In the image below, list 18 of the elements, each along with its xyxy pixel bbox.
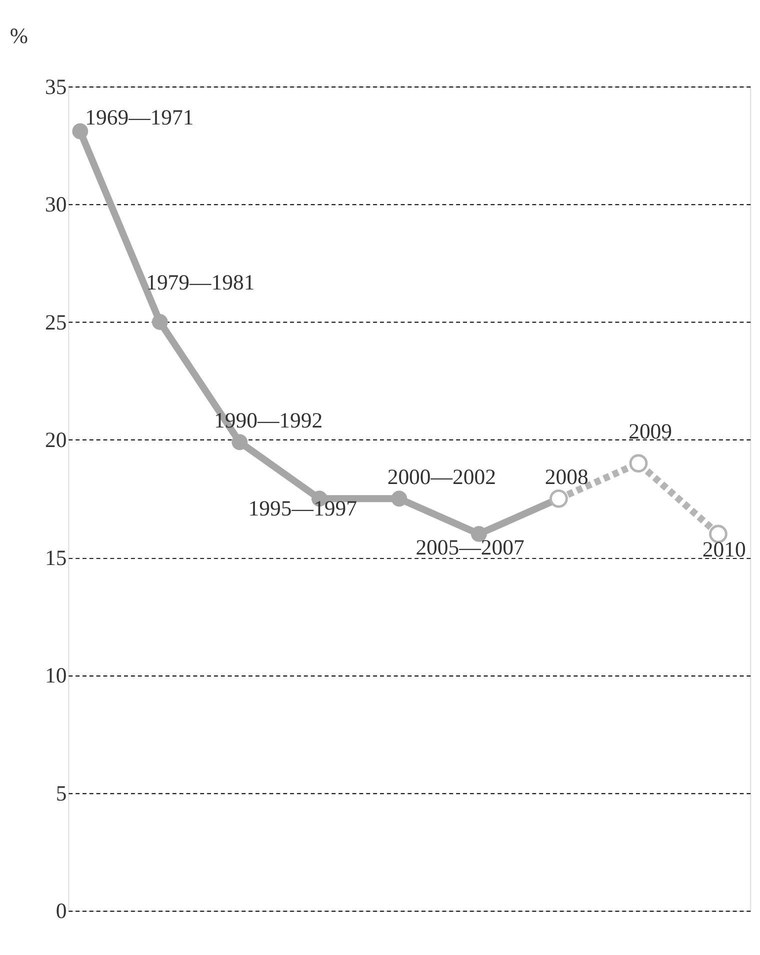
y-tick-label: 10	[44, 664, 67, 688]
annotation: 1979—1981	[146, 270, 255, 294]
y-axis-title: %	[10, 24, 28, 48]
annotation: 2008	[544, 464, 588, 489]
y-tick-label: 25	[44, 310, 67, 334]
y-tick-label: 20	[44, 428, 67, 452]
y-tick-label: 5	[56, 781, 67, 806]
y-tick-label: 0	[56, 899, 67, 924]
annotation: 1995—1997	[248, 496, 358, 520]
annotation: 2009	[628, 420, 672, 444]
annotation: 2005—2007	[416, 536, 524, 560]
annotation: 2010	[702, 538, 746, 562]
y-tick-label: 30	[44, 192, 67, 217]
annotation: 1969—1971	[85, 105, 194, 130]
y-tick-label: 35	[44, 74, 67, 99]
y-tick-label: 15	[44, 546, 67, 570]
annotation: 2000—2002	[387, 464, 496, 489]
annotation: 1990—1992	[214, 408, 323, 432]
